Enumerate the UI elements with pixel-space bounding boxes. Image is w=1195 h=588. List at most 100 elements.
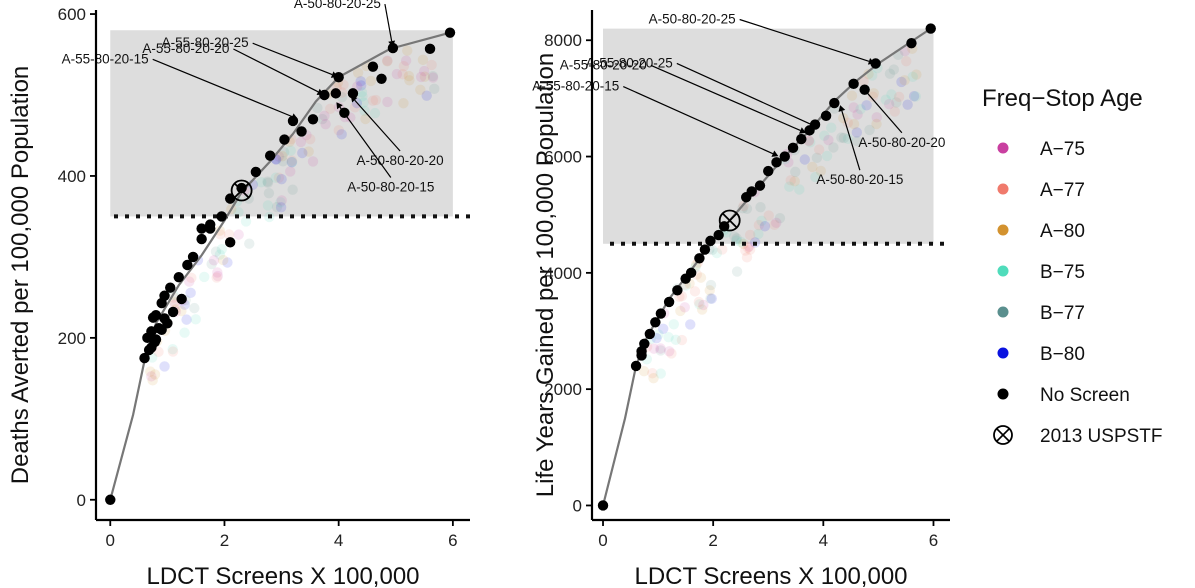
background-point [317,113,328,125]
data-point [279,134,290,145]
background-point [297,147,308,159]
data-point [143,344,155,356]
annotation-arrow [252,42,333,76]
data-point [224,237,236,248]
background-point [668,319,680,330]
y-tick-label: 2000 [544,380,582,399]
background-point [670,334,682,346]
background-point [349,102,361,113]
background-point [851,135,863,147]
data-point [650,317,661,328]
data-point [167,306,179,318]
annotation-arrowhead [388,40,396,48]
data-point [663,296,675,308]
background-point [285,166,296,177]
background-point [880,94,891,105]
background-point [638,365,650,377]
background-point [211,272,222,283]
background-point [212,267,223,278]
shaded-region [110,30,453,217]
background-point [810,171,821,183]
background-point [262,200,274,211]
annotation-arrow [650,64,801,132]
data-point [165,282,176,293]
background-point [398,61,410,72]
background-point [759,221,771,232]
background-point [307,156,319,167]
background-point [176,305,187,317]
annotation-label: A-55-80-20-20 [560,57,647,72]
background-point [355,80,367,91]
background-point [657,323,669,335]
background-point [871,118,882,130]
legend-label: A−75 [1040,139,1085,160]
background-point [217,254,229,266]
background-point [186,272,197,284]
background-point [167,346,179,357]
background-point [426,59,437,71]
data-point [347,88,359,99]
background-point [648,343,660,354]
background-point [185,287,196,299]
background-point [210,246,222,257]
data-point [330,88,342,99]
data-point [746,186,757,197]
background-point [271,201,283,213]
background-point [429,83,440,95]
background-point [744,229,756,241]
background-point [902,99,913,110]
background-point [901,56,912,67]
data-point [376,73,387,85]
data-point [630,360,642,372]
background-point [320,118,331,130]
background-point [848,118,860,130]
annotation-arrowhead [867,58,875,65]
background-point [743,241,755,252]
background-point [790,166,801,178]
background-point [819,130,830,141]
background-point [666,348,677,359]
x-tick-label: 6 [448,531,457,550]
data-point [196,233,207,245]
uspstf-marker-cross [722,212,738,229]
background-point [888,64,900,75]
x-tick-label: 4 [334,531,343,550]
data-point [204,219,216,230]
annotation-label: A-50-80-20-15 [816,172,903,187]
background-point [899,75,910,86]
right-panel: A-50-80-20-25 A-55-80-20-25A-55-80-20-20 A… [532,10,950,588]
background-point [216,243,228,255]
background-point [679,302,690,313]
legend-key-dot [997,347,1009,359]
data-point [296,126,307,137]
legend-label: 2013 USPSTF [1040,426,1163,447]
annotation-arrowhead [798,127,806,134]
background-point [398,98,409,109]
annotation-label: A-55-80-20-15 [532,79,619,94]
data-point [139,352,150,364]
background-point [821,150,833,162]
data-point [216,211,227,222]
background-point [270,172,281,183]
background-point [277,151,288,162]
legend-key-dot [997,265,1009,277]
data-point [655,308,667,319]
background-point [823,134,834,146]
data-point [694,253,705,264]
background-point [676,334,688,346]
background-point [813,144,825,155]
background-point [836,132,847,143]
data-point [906,37,917,49]
background-point [159,361,170,372]
annotation-label: A-55-80-20-25 [586,55,673,70]
x-tick-label: 0 [106,531,115,550]
data-point [236,182,247,194]
annotation-arrowhead [316,88,324,95]
background-point [278,146,290,158]
background-point [370,94,382,106]
background-point [647,368,658,379]
background-point [755,202,766,213]
background-point [273,172,285,183]
background-point [655,345,666,356]
background-point [244,238,255,249]
